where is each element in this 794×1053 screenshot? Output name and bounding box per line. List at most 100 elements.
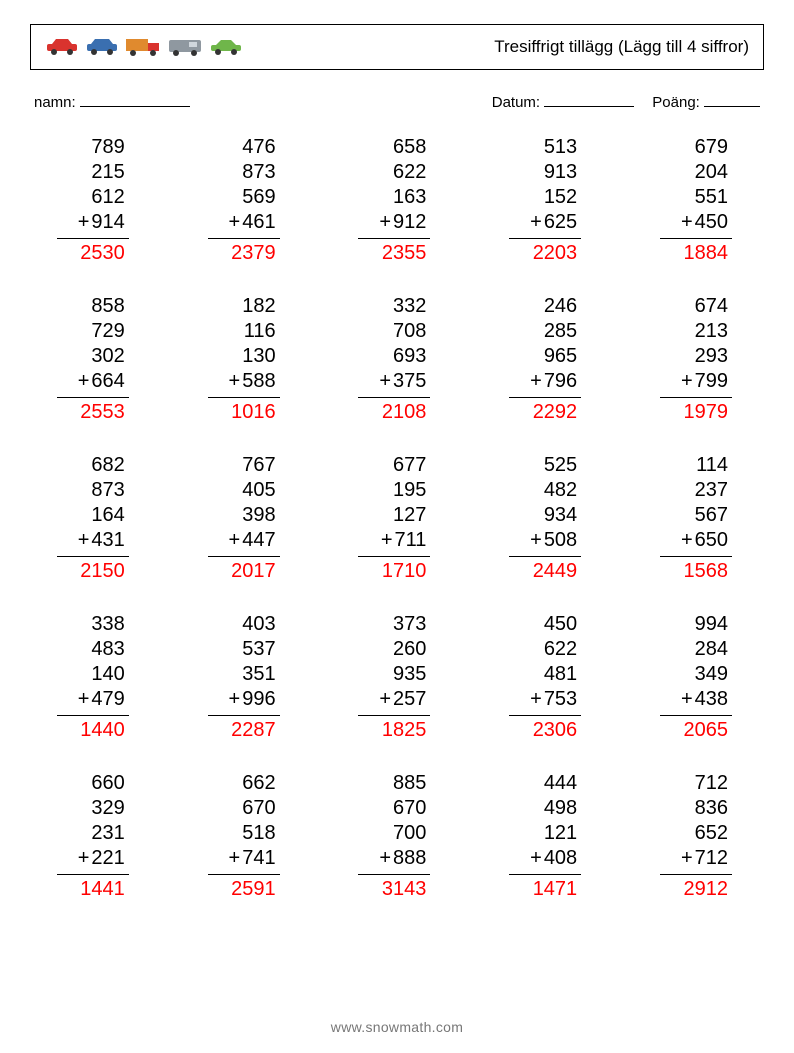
answer: 2912 bbox=[684, 877, 755, 902]
plus-sign: + bbox=[78, 846, 90, 871]
sum-rule bbox=[208, 874, 280, 875]
addend: 479 bbox=[91, 687, 124, 712]
addend: 660 bbox=[91, 771, 124, 796]
header-box: Tresiffrigt tillägg (Lägg till 4 siffror… bbox=[30, 24, 764, 70]
addend: 204 bbox=[695, 160, 728, 185]
addend: 163 bbox=[393, 185, 426, 210]
addend: 741 bbox=[242, 846, 275, 871]
addend: 293 bbox=[695, 344, 728, 369]
addend: 498 bbox=[544, 796, 577, 821]
addition-problem: 677195127+7111710 bbox=[342, 453, 453, 584]
answer: 2108 bbox=[382, 400, 453, 425]
addend: 140 bbox=[91, 662, 124, 687]
addend: 712 bbox=[695, 846, 728, 871]
addend: 679 bbox=[695, 135, 728, 160]
addend: 650 bbox=[695, 528, 728, 553]
plus-sign: + bbox=[379, 369, 391, 394]
addend: 116 bbox=[244, 319, 276, 344]
score-blank[interactable] bbox=[704, 92, 760, 107]
addend: 237 bbox=[695, 478, 728, 503]
car-green-icon bbox=[209, 38, 243, 56]
answer: 2591 bbox=[231, 877, 302, 902]
worksheet-page: Tresiffrigt tillägg (Lägg till 4 siffror… bbox=[0, 0, 794, 1053]
last-addend-line: +408 bbox=[530, 846, 603, 871]
addends: 450622481 bbox=[544, 612, 603, 687]
addend: 213 bbox=[695, 319, 728, 344]
last-addend-line: +447 bbox=[229, 528, 302, 553]
addend: 329 bbox=[91, 796, 124, 821]
plus-sign: + bbox=[681, 528, 693, 553]
addend: 164 bbox=[91, 503, 124, 528]
vehicle-icons bbox=[45, 37, 243, 57]
plus-sign: + bbox=[681, 846, 693, 871]
last-addend-line: +461 bbox=[229, 210, 302, 235]
addend: 662 bbox=[242, 771, 275, 796]
addend: 481 bbox=[544, 662, 577, 687]
addend: 682 bbox=[91, 453, 124, 478]
addend: 438 bbox=[695, 687, 728, 712]
last-addend-line: +796 bbox=[530, 369, 603, 394]
name-blank[interactable] bbox=[80, 92, 190, 107]
addition-problem: 114237567+6501568 bbox=[643, 453, 754, 584]
addend: 567 bbox=[695, 503, 728, 528]
addend: 221 bbox=[91, 846, 124, 871]
answer: 2379 bbox=[231, 241, 302, 266]
addends: 674213293 bbox=[695, 294, 754, 369]
sum-rule bbox=[660, 556, 732, 557]
plus-sign: + bbox=[381, 528, 393, 553]
addition-problem: 513913152+6252203 bbox=[492, 135, 603, 266]
last-addend-line: +479 bbox=[78, 687, 151, 712]
sum-rule bbox=[358, 874, 430, 875]
car-red-icon bbox=[45, 38, 79, 56]
last-addend-line: +625 bbox=[530, 210, 603, 235]
addition-problem: 660329231+221 1441 bbox=[40, 771, 151, 902]
meta-line: namn: Datum: Poäng: bbox=[34, 92, 760, 111]
addend: 482 bbox=[544, 478, 577, 503]
addend: 965 bbox=[544, 344, 577, 369]
last-addend-line: +711 bbox=[381, 528, 453, 553]
addend: 625 bbox=[544, 210, 577, 235]
plus-sign: + bbox=[681, 369, 693, 394]
answer: 1440 bbox=[80, 718, 151, 743]
addition-problem: 373260935+2571825 bbox=[342, 612, 453, 743]
last-addend-line: +996 bbox=[229, 687, 302, 712]
addend: 182 bbox=[242, 294, 275, 319]
answer: 2292 bbox=[533, 400, 604, 425]
addition-problem: 767405398+4472017 bbox=[191, 453, 302, 584]
answer: 1979 bbox=[684, 400, 755, 425]
plus-sign: + bbox=[530, 210, 542, 235]
answer: 1568 bbox=[684, 559, 755, 584]
addend: 711 bbox=[395, 528, 427, 553]
answer: 2287 bbox=[231, 718, 302, 743]
addend: 789 bbox=[91, 135, 124, 160]
answer: 2150 bbox=[80, 559, 151, 584]
answer: 1016 bbox=[231, 400, 302, 425]
addend: 231 bbox=[91, 821, 124, 846]
addend: 767 bbox=[242, 453, 275, 478]
last-addend-line: +431 bbox=[78, 528, 151, 553]
answer: 1825 bbox=[382, 718, 453, 743]
date-blank[interactable] bbox=[544, 92, 634, 107]
answer: 2449 bbox=[533, 559, 604, 584]
addend: 693 bbox=[393, 344, 426, 369]
last-addend-line: +799 bbox=[681, 369, 754, 394]
addend: 700 bbox=[393, 821, 426, 846]
addition-problem: 658622163+9122355 bbox=[342, 135, 453, 266]
plus-sign: + bbox=[681, 210, 693, 235]
addend: 888 bbox=[393, 846, 426, 871]
addition-problem: 476873569+4612379 bbox=[191, 135, 302, 266]
addend: 349 bbox=[695, 662, 728, 687]
addends: 679204551 bbox=[695, 135, 754, 210]
addend: 405 bbox=[242, 478, 275, 503]
addition-problem: 338483140+4791440 bbox=[40, 612, 151, 743]
truck-orange-icon bbox=[125, 37, 161, 57]
addend: 934 bbox=[544, 503, 577, 528]
addend: 836 bbox=[695, 796, 728, 821]
addition-problem: 662670518+7412591 bbox=[191, 771, 302, 902]
last-addend-line: +508 bbox=[530, 528, 603, 553]
addends: 525482934 bbox=[544, 453, 603, 528]
addend: 796 bbox=[544, 369, 577, 394]
answer: 1441 bbox=[80, 877, 151, 902]
addend: 873 bbox=[91, 478, 124, 503]
answer: 2530 bbox=[80, 241, 151, 266]
